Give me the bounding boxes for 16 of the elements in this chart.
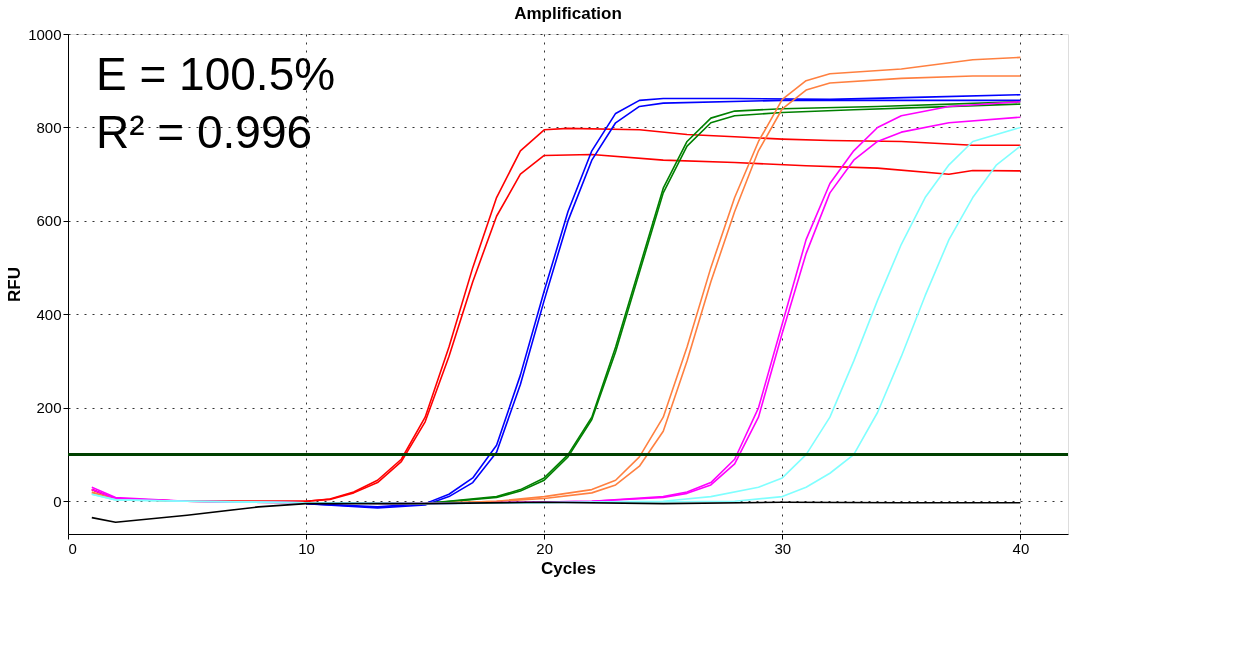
annotation: E = 100.5% [96, 48, 336, 100]
y-tick-label: 800 [36, 118, 62, 136]
x-tick-label: 30 [774, 539, 792, 557]
x-tick-label: 10 [298, 539, 315, 557]
annotation: R² = 0.996 [96, 106, 313, 158]
y-axis-title: RFU [5, 267, 25, 302]
x-axis-title: Cycles [541, 558, 596, 578]
y-tick-label: 200 [36, 399, 62, 417]
x-tick-label: 20 [536, 539, 554, 557]
y-tick-label: 0 [53, 492, 62, 510]
y-tick-label: 1000 [28, 25, 62, 43]
y-tick-label: 400 [36, 305, 62, 323]
x-tick-label: 40 [1012, 539, 1030, 557]
chart-title: Amplification [514, 4, 622, 23]
x-tick-label: 0 [68, 539, 77, 557]
y-tick-label: 600 [36, 212, 62, 230]
